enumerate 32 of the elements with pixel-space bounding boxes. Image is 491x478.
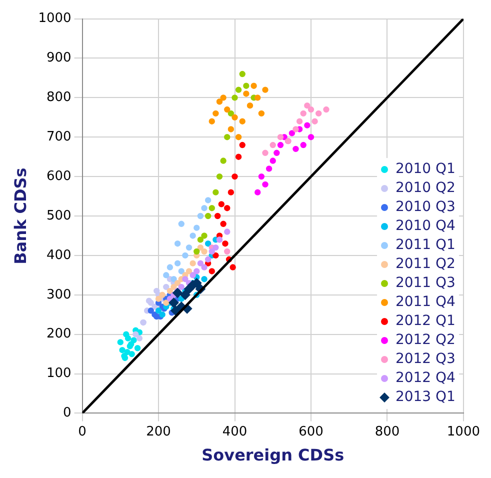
x-axis-title: Sovereign CDSs <box>202 446 344 465</box>
legend-label: 2011 Q2 <box>395 255 456 274</box>
y-tick-label: 200 <box>46 326 72 342</box>
x-tick-label: 0 <box>78 424 86 440</box>
legend-label: 2012 Q2 <box>395 331 456 350</box>
legend-label: 2012 Q4 <box>395 369 456 388</box>
y-tick-label: 700 <box>46 129 72 144</box>
x-tick-label: 1000 <box>446 424 480 440</box>
y-tick-label: 800 <box>46 90 72 106</box>
legend-label: 2011 Q1 <box>395 236 456 256</box>
legend-label: 2011 Q4 <box>395 293 456 312</box>
legend-label: 2012 Q1 <box>395 312 456 332</box>
legend-label: 2013 Q1 <box>395 388 456 408</box>
legend-label: 2010 Q2 <box>395 179 456 198</box>
y-tick-label: 0 <box>63 406 72 421</box>
y-tick-label: 1000 <box>38 11 72 26</box>
y-tick-label: 900 <box>46 50 72 66</box>
x-tick-label: 400 <box>222 424 248 440</box>
legend-label: 2010 Q1 <box>395 160 456 180</box>
y-axis-title: Bank CDSs <box>10 168 30 264</box>
legend-label: 2011 Q3 <box>395 274 456 294</box>
y-tick-label: 100 <box>46 366 72 382</box>
x-tick-label: 800 <box>374 424 400 440</box>
legend-label: 2010 Q4 <box>395 217 456 236</box>
x-tick-label: 600 <box>298 424 324 440</box>
y-tick-label: 400 <box>46 248 72 263</box>
legend-label: 2012 Q3 <box>395 350 456 370</box>
x-tick-label: 200 <box>146 424 171 440</box>
legend-label: 2010 Q3 <box>395 198 456 218</box>
y-tick-label: 600 <box>46 168 72 184</box>
y-tick-label: 500 <box>46 208 72 224</box>
y-tick-label: 300 <box>46 287 72 302</box>
